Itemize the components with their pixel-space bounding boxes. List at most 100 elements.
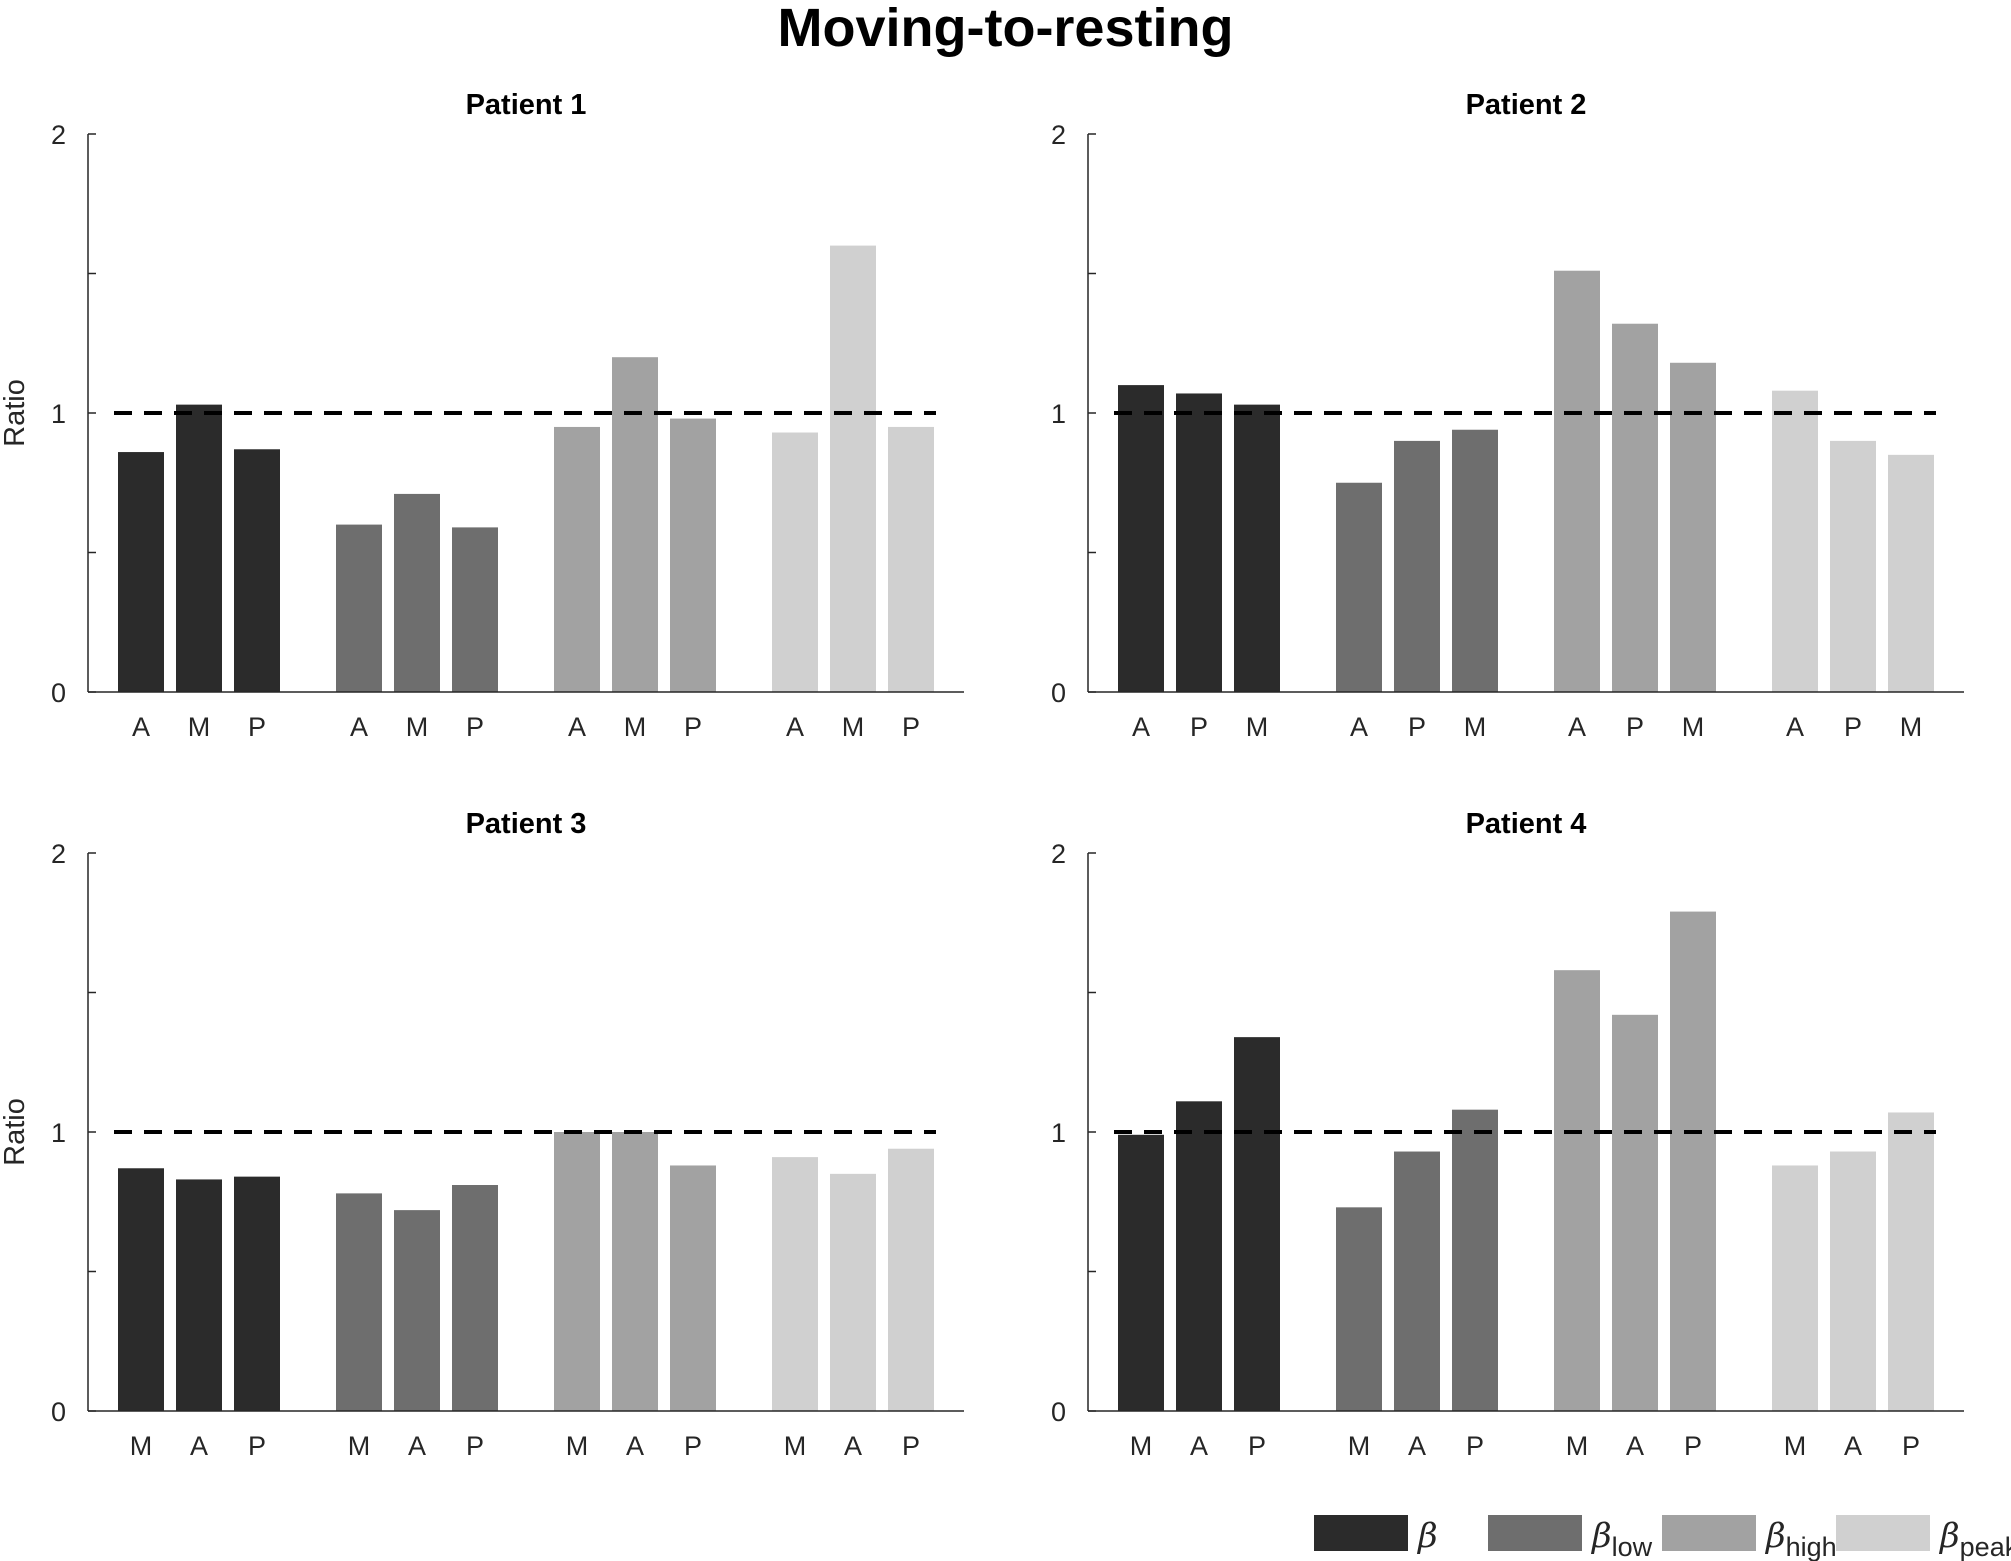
x-tick-label: A xyxy=(626,1431,644,1461)
y-axis-label: Ratio xyxy=(0,379,31,447)
bar xyxy=(394,493,440,692)
bar xyxy=(1394,1151,1440,1411)
y-tick-label: 1 xyxy=(1051,399,1066,429)
y-tick-label: 1 xyxy=(1051,1118,1066,1148)
bar xyxy=(772,1157,818,1411)
bar xyxy=(176,404,222,692)
y-tick-label: 0 xyxy=(51,1397,66,1427)
bar xyxy=(888,1148,934,1411)
x-tick-label: A xyxy=(1132,712,1150,742)
bar xyxy=(1830,1151,1876,1411)
x-tick-label: M xyxy=(1900,712,1923,742)
bar xyxy=(1394,440,1440,692)
panel-title: Patient 4 xyxy=(1466,808,1587,840)
bar xyxy=(452,1185,498,1411)
bar xyxy=(1234,404,1280,692)
x-tick-label: M xyxy=(1348,1431,1371,1461)
bar xyxy=(118,452,164,692)
x-tick-label: A xyxy=(350,712,368,742)
x-tick-label: P xyxy=(1466,1431,1484,1461)
bar xyxy=(1336,1207,1382,1411)
y-tick-label: 1 xyxy=(51,1118,66,1148)
bar xyxy=(1670,911,1716,1411)
bar xyxy=(1452,429,1498,692)
legend-label: β xyxy=(1416,1516,1438,1556)
x-tick-label: M xyxy=(1464,712,1487,742)
legend-swatch xyxy=(1662,1515,1756,1551)
bar xyxy=(670,1165,716,1411)
x-tick-label: M xyxy=(842,712,865,742)
panel-1: Patient 1 A M P A M P A M P A M P 0 1 2 Ratio xyxy=(0,89,964,742)
bar xyxy=(1452,1109,1498,1411)
legend-label: βpeak xyxy=(1938,1516,2011,1561)
bar xyxy=(1612,323,1658,692)
x-tick-label: P xyxy=(684,1431,702,1461)
bar xyxy=(1830,440,1876,692)
bar xyxy=(1118,385,1164,692)
bar xyxy=(1554,270,1600,692)
x-tick-label: P xyxy=(466,712,484,742)
x-tick-label: A xyxy=(1786,712,1804,742)
x-tick-label: M xyxy=(784,1431,807,1461)
y-tick-label: 0 xyxy=(1051,678,1066,708)
legend: β βlow βhigh βpeak xyxy=(1314,1515,2011,1561)
bar xyxy=(1336,482,1382,692)
bar xyxy=(234,1176,280,1411)
x-tick-label: P xyxy=(1684,1431,1702,1461)
x-tick-label: M xyxy=(406,712,429,742)
legend-swatch xyxy=(1836,1515,1930,1551)
x-tick-label: A xyxy=(1844,1431,1862,1461)
y-tick-label: 0 xyxy=(1051,1397,1066,1427)
x-tick-label: M xyxy=(1784,1431,1807,1461)
panel-3: Patient 3 M A P M A P M A P M A P 0 1 2 Ratio xyxy=(0,808,964,1461)
x-tick-label: A xyxy=(568,712,586,742)
panel-title: Patient 1 xyxy=(466,89,587,121)
bar xyxy=(336,1193,382,1411)
y-tick-label: 2 xyxy=(1051,120,1066,150)
y-tick-label: 1 xyxy=(51,399,66,429)
bar xyxy=(1888,1112,1934,1411)
x-tick-label: M xyxy=(1130,1431,1153,1461)
x-tick-label: A xyxy=(408,1431,426,1461)
legend-label: βhigh xyxy=(1764,1516,1837,1561)
x-tick-label: M xyxy=(130,1431,153,1461)
x-tick-label: A xyxy=(1626,1431,1644,1461)
bar xyxy=(1772,1165,1818,1411)
bar xyxy=(1772,390,1818,692)
x-tick-label: M xyxy=(348,1431,371,1461)
x-tick-label: A xyxy=(1408,1431,1426,1461)
y-axis-label: Ratio xyxy=(0,1098,31,1166)
y-tick-label: 2 xyxy=(51,839,66,869)
x-tick-label: P xyxy=(902,712,920,742)
y-tick-label: 2 xyxy=(1051,839,1066,869)
x-tick-label: P xyxy=(1844,712,1862,742)
bar xyxy=(1234,1037,1280,1411)
x-tick-label: P xyxy=(1190,712,1208,742)
x-tick-label: M xyxy=(1566,1431,1589,1461)
bar xyxy=(1612,1014,1658,1411)
bar xyxy=(336,524,382,692)
bar xyxy=(1118,1134,1164,1411)
x-tick-label: A xyxy=(844,1431,862,1461)
x-tick-label: M xyxy=(1246,712,1269,742)
bar xyxy=(394,1210,440,1411)
bar xyxy=(888,426,934,692)
bar xyxy=(612,1132,658,1411)
x-tick-label: P xyxy=(1902,1431,1920,1461)
x-tick-label: P xyxy=(248,712,266,742)
x-tick-label: P xyxy=(684,712,702,742)
x-tick-label: P xyxy=(1408,712,1426,742)
bar xyxy=(554,1132,600,1411)
x-tick-label: A xyxy=(1190,1431,1208,1461)
x-tick-label: A xyxy=(786,712,804,742)
bar xyxy=(1176,393,1222,692)
x-tick-label: M xyxy=(566,1431,589,1461)
bar xyxy=(830,1173,876,1411)
bar xyxy=(1888,454,1934,692)
bar xyxy=(1670,362,1716,692)
panel-2: Patient 2 A P M A P M A P M A P M 0 1 2 xyxy=(1051,89,1964,742)
x-tick-label: M xyxy=(624,712,647,742)
x-tick-label: A xyxy=(190,1431,208,1461)
x-tick-label: P xyxy=(466,1431,484,1461)
bar xyxy=(1554,970,1600,1411)
